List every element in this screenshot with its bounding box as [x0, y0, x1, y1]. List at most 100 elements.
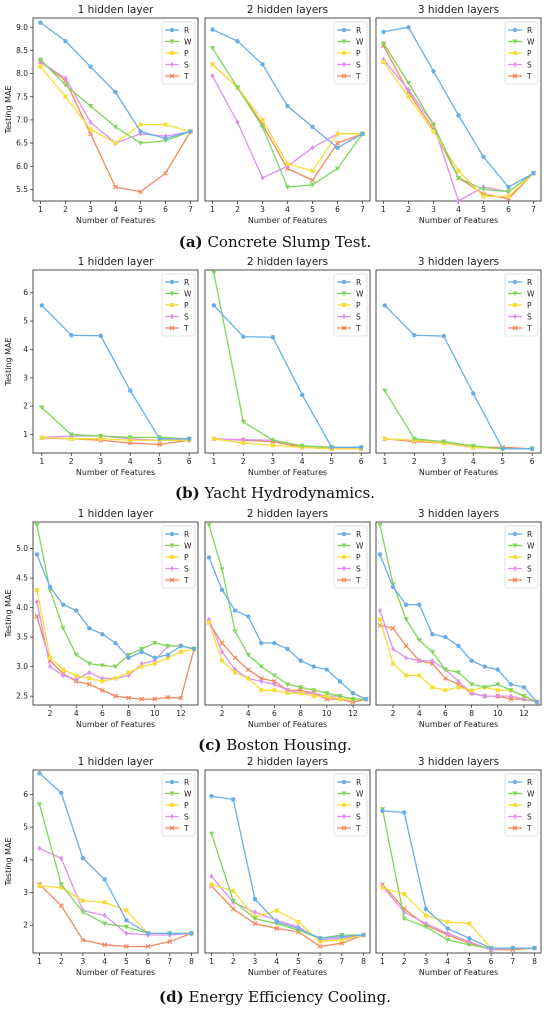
x-tick-label: 5: [124, 957, 129, 966]
legend-label-R: R: [184, 530, 189, 539]
data-point-S: [61, 672, 66, 679]
x-tick-label: 2: [235, 205, 240, 214]
data-point-W: [240, 419, 246, 425]
data-point-R: [189, 931, 194, 936]
legend-label-W: W: [527, 290, 535, 299]
legend-label-T: T: [355, 324, 361, 333]
x-tick-label: 8: [298, 709, 303, 718]
legend-label-P: P: [356, 553, 361, 562]
data-point-R: [381, 29, 386, 35]
data-point-S: [456, 198, 461, 204]
data-point-R: [521, 685, 527, 690]
x-tick-label: 1: [38, 205, 43, 214]
subplot-1-1: 2 hidden layers 1 2 3 4 5 6 Number of Features R…: [204, 256, 371, 477]
subplot-title: 3 hidden layers: [418, 508, 499, 520]
data-point-R: [274, 919, 279, 925]
data-point-R: [98, 333, 103, 339]
legend-marker-T: [512, 577, 518, 583]
data-point-W: [505, 189, 512, 195]
data-point-W: [382, 388, 388, 394]
data-point-P: [139, 664, 144, 669]
x-axis-label: Number of Features: [419, 216, 498, 225]
subplot-title: 1 hidden layer: [78, 508, 154, 520]
data-point-W: [309, 182, 316, 188]
x-axis-label: Number of Features: [76, 968, 155, 977]
caption-a: (a) Concrete Slump Test.: [178, 233, 372, 251]
data-point-W: [445, 937, 451, 943]
x-tick-label: 1: [211, 457, 216, 466]
series-line-P: [41, 436, 190, 441]
data-point-R: [481, 154, 486, 160]
data-point-P: [337, 697, 342, 702]
data-point-T: [178, 695, 184, 701]
data-point-R: [456, 113, 461, 118]
data-point-P: [39, 435, 44, 440]
legend-marker-S: [513, 813, 517, 820]
data-point-R: [59, 790, 64, 796]
data-point-W: [80, 910, 86, 915]
data-point-S: [404, 654, 409, 661]
legend-label-T: T: [526, 824, 532, 833]
data-point-T: [34, 613, 40, 619]
x-tick-label: 5: [138, 205, 143, 214]
y-axis-label: Testing MAE: [4, 337, 13, 386]
data-point-R: [402, 810, 407, 815]
legend-label-P: P: [527, 49, 532, 58]
data-point-T: [230, 906, 236, 912]
data-point-R: [350, 690, 356, 696]
data-point-R: [534, 699, 540, 705]
legend-marker-R: [512, 531, 518, 537]
y-tick-label: 9.0: [16, 23, 28, 32]
data-point-W: [219, 567, 225, 572]
data-point-R: [390, 584, 396, 590]
legend-marker-P: [513, 303, 517, 307]
data-point-R: [467, 936, 472, 941]
x-axis-label: Number of Features: [248, 468, 327, 477]
data-point-R: [417, 602, 422, 607]
legend-marker-R: [341, 27, 347, 33]
legend-marker-R: [341, 531, 347, 537]
data-point-W: [98, 433, 104, 439]
data-point-S: [34, 598, 39, 605]
data-point-R: [361, 932, 366, 938]
x-tick-label: 7: [510, 957, 515, 966]
data-point-P: [443, 688, 448, 693]
data-point-S: [210, 73, 215, 79]
data-point-R: [298, 658, 303, 663]
y-tick-label: 6.0: [16, 162, 28, 171]
data-point-R: [145, 931, 151, 936]
legend-label-T: T: [526, 576, 532, 585]
x-tick-label: 8: [532, 957, 537, 966]
subplot-3-0: 1 hidden layer 1 2 3 4 5 6 7 8 Number of Features…: [4, 756, 199, 977]
x-axis-label: Number of Features: [419, 720, 498, 729]
x-tick-label: 1: [381, 205, 386, 214]
x-tick-label: 7: [360, 205, 365, 214]
data-point-W: [73, 652, 79, 658]
x-tick-label: 4: [128, 457, 133, 466]
data-point-R: [469, 658, 474, 663]
data-point-T: [157, 442, 163, 447]
x-tick-label: 7: [531, 205, 536, 214]
legend-label-T: T: [183, 324, 189, 333]
data-point-W: [112, 124, 119, 130]
data-point-R: [311, 664, 316, 669]
data-point-P: [126, 670, 131, 675]
x-tick-label: 5: [467, 957, 472, 966]
series-line-R: [39, 772, 192, 935]
x-axis-label: Number of Features: [76, 216, 155, 225]
legend-marker-W: [169, 543, 175, 549]
data-point-W: [152, 641, 158, 646]
legend-marker-S: [170, 313, 174, 320]
data-point-W: [480, 187, 487, 193]
data-point-W: [127, 435, 133, 440]
legend-marker-W: [169, 39, 175, 45]
data-point-R: [163, 136, 168, 141]
data-point-R: [324, 667, 329, 672]
data-point-R: [500, 446, 505, 451]
legend-label-P: P: [184, 301, 189, 310]
data-point-T: [80, 937, 86, 943]
legend-label-S: S: [356, 565, 361, 574]
legend-marker-W: [341, 543, 347, 549]
x-tick-label: 5: [157, 457, 162, 466]
